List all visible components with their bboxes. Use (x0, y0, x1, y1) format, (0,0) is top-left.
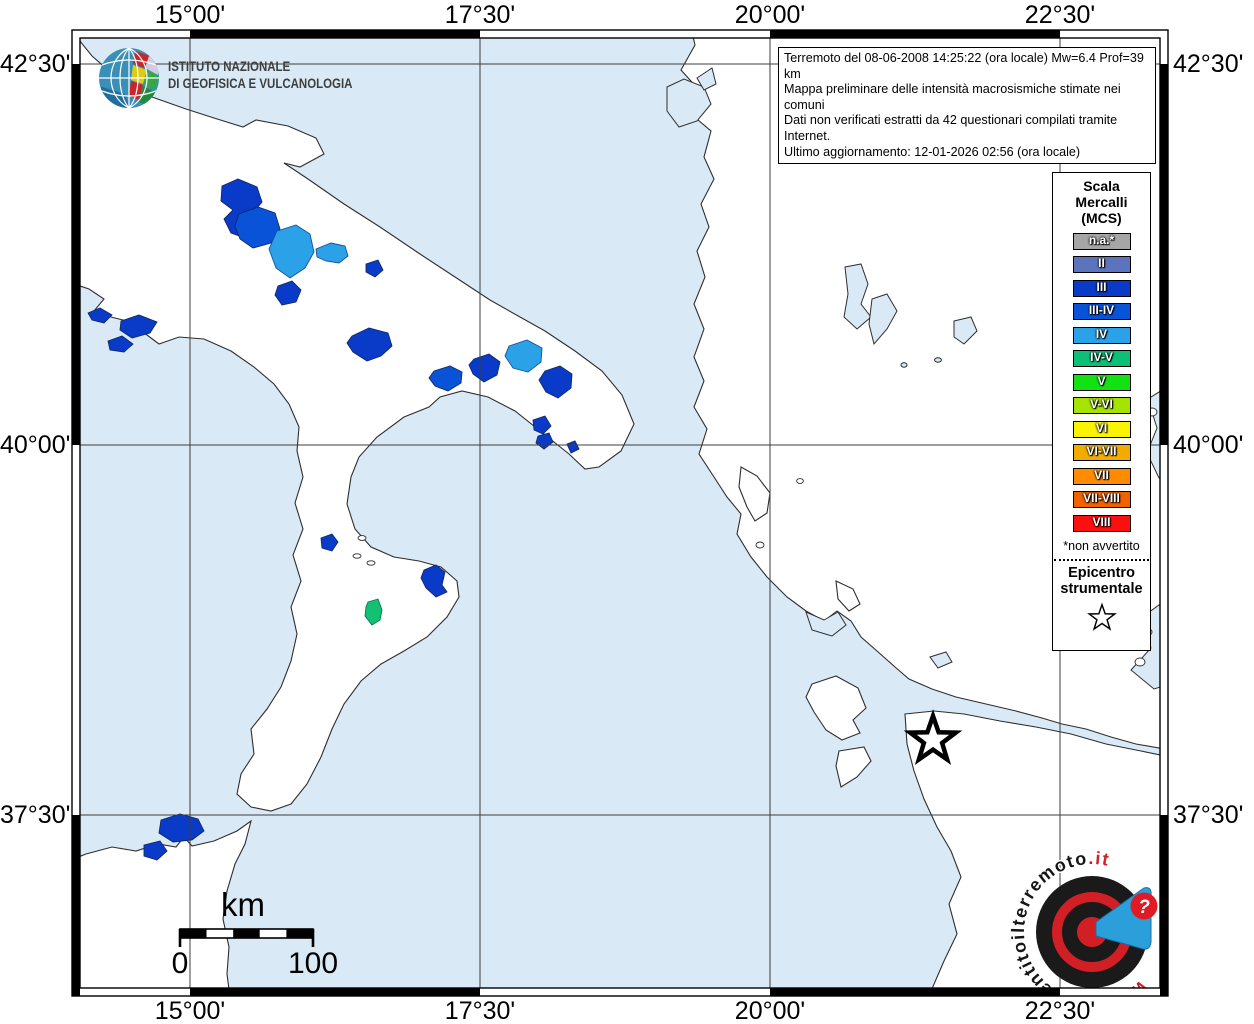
lat-label-right-40: 40°00' (1173, 431, 1244, 459)
legend-epicenter-line2: strumentale (1060, 581, 1143, 597)
lat-label-right-425: 42°30' (1173, 50, 1244, 78)
legend-star-icon (1086, 601, 1117, 631)
ingv-name-line2: DI GEOFISICA E VULCANOLOGIA (168, 75, 352, 91)
lake (868, 293, 898, 346)
gulf-of-arta (805, 611, 847, 637)
land-sicily (80, 819, 252, 988)
legend-epicenter-line1: Epicentro (1068, 564, 1135, 581)
legend-swatch-vii: VII (1072, 467, 1131, 485)
scale-bar-unit: km (221, 886, 265, 923)
lat-label-left-40: 40°00' (0, 431, 71, 459)
legend-swatch-ii: II (1072, 256, 1131, 273)
lat-label-left-375: 37°30' (0, 801, 71, 829)
lon-label-bot-15: 15°00' (154, 997, 226, 1024)
legend-swatch-na: n.a.* (1072, 232, 1131, 250)
lon-label-bot-225: 22°30' (1024, 997, 1096, 1024)
legend-swatch-v: V (1072, 373, 1131, 391)
legend-footnote: *non avvertito (1063, 538, 1140, 553)
earthquake-info-box: Terremoto del 08-06-2008 14:25:22 (ora l… (778, 47, 1156, 165)
lon-label-top-175: 17°30' (444, 1, 516, 29)
legend-divider (1054, 558, 1149, 561)
land-italy (80, 40, 635, 812)
legend-swatch-vi: VI (1072, 420, 1131, 438)
islet (357, 535, 367, 541)
island-kefalonia (805, 675, 867, 741)
ingv-logo: ISTITUTO NAZIONALE DI GEOFISICA E VULCAN… (99, 48, 352, 108)
mercalli-legend: Scala Mercalli (MCS) n.a.* II III III-IV… (1052, 172, 1151, 651)
legend-swatch-iii: III (1072, 279, 1131, 297)
lake (929, 651, 953, 669)
legend-swatch-vi-vii: VI-VII (1072, 444, 1131, 461)
lake (953, 316, 978, 345)
intensity-polygons (87, 178, 580, 861)
legend-swatch-vii-viii: VII-VIII (1072, 491, 1131, 508)
question-badge (1130, 892, 1158, 920)
island-paxos (755, 541, 765, 549)
islet (796, 478, 804, 484)
islet (352, 553, 362, 559)
legend-title-line1: Scala (1083, 178, 1120, 194)
islet (1134, 657, 1146, 667)
legend-title-line3: (MCS) (1081, 210, 1122, 226)
lagoon (666, 78, 712, 128)
map-frame (71, 29, 1169, 997)
legend-swatch-viii: VIII (1072, 514, 1131, 532)
question-mark: ? (1138, 897, 1150, 918)
info-line-source: Dati non verificati estratti da 42 quest… (784, 113, 1118, 143)
pond (934, 357, 942, 363)
info-line-event: Terremoto del 08-06-2008 14:25:22 (ora l… (784, 51, 1144, 81)
lon-label-top-225: 22°30' (1024, 1, 1096, 29)
scale-bar-start: 0 (172, 947, 189, 980)
legend-title-line2: Mercalli (1075, 194, 1128, 210)
info-line-maptype: Mappa preliminare delle intensità macros… (784, 82, 1121, 112)
legend-swatch-iv: IV (1072, 326, 1131, 344)
lagoon-arm (696, 67, 717, 91)
land-balkans (680, 38, 1160, 749)
scale-bar-end: 100 (288, 947, 338, 980)
legend-swatch-iii-iv: III-IV (1072, 303, 1131, 320)
lon-label-top-20: 20°00' (734, 1, 806, 29)
legend-swatch-iv-v: IV-V (1072, 350, 1131, 367)
island-zakynthos (835, 746, 872, 788)
lat-label-left-425: 42°30' (0, 50, 71, 78)
island-lefkada (835, 580, 861, 612)
islet (366, 560, 376, 566)
scale-bar: km 0 100 (172, 886, 338, 980)
lat-label-right-375: 37°30' (1173, 801, 1244, 829)
lon-label-bot-20: 20°00' (734, 997, 806, 1024)
lon-label-top-15: 15°00' (154, 1, 226, 29)
ingv-name-line1: ISTITUTO NAZIONALE (168, 58, 291, 74)
island-corfu (738, 466, 771, 522)
epicenter-star-icon (903, 709, 963, 765)
pond (900, 362, 908, 368)
lon-label-bot-175: 17°30' (444, 997, 516, 1024)
legend-swatch-v-vi: V-VI (1072, 397, 1131, 414)
info-line-updated: Ultimo aggiornamento: 12-01-2026 02:56 (… (784, 144, 1081, 159)
